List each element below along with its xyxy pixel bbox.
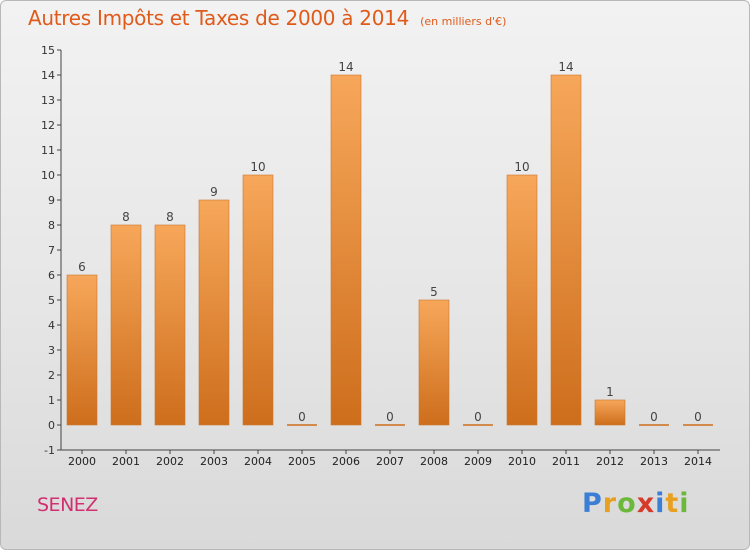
y-tick-label: 6 xyxy=(48,269,55,282)
y-tick-label: 12 xyxy=(41,119,55,132)
proxiti-logo: Proxiti xyxy=(582,488,690,519)
x-tick-label: 2001 xyxy=(112,455,140,468)
y-tick-label: 8 xyxy=(48,219,55,232)
data-label: 6 xyxy=(78,260,86,274)
data-label: 14 xyxy=(558,60,573,74)
x-tick-label: 2005 xyxy=(288,455,316,468)
bar-2002 xyxy=(154,224,186,426)
x-tick-label: 2008 xyxy=(420,455,448,468)
y-tick-label: 11 xyxy=(41,144,55,157)
logo-letter: i xyxy=(655,488,666,519)
bar-2011 xyxy=(550,74,582,426)
logo-letter: P xyxy=(582,488,603,519)
bar-2004 xyxy=(242,174,274,426)
data-label: 0 xyxy=(386,410,394,424)
y-tick-label: 15 xyxy=(41,44,55,57)
logo-letter: x xyxy=(636,488,656,519)
x-tick-label: 2014 xyxy=(684,455,712,468)
bar-2012 xyxy=(594,399,626,426)
y-tick-label: 1 xyxy=(48,394,55,407)
data-label: 0 xyxy=(298,410,306,424)
logo-letter: r xyxy=(602,488,618,519)
chart-title-group: Autres Impôts et Taxes de 2000 à 2014 (e… xyxy=(28,6,506,30)
x-tick-label: 2002 xyxy=(156,455,184,468)
y-tick-label: -1 xyxy=(44,444,55,457)
x-tick-label: 2011 xyxy=(552,455,580,468)
logo-letter: o xyxy=(617,488,637,519)
x-tick-label: 2004 xyxy=(244,455,272,468)
x-tick-label: 2012 xyxy=(596,455,624,468)
data-label: 0 xyxy=(650,410,658,424)
logo-letter: i xyxy=(679,488,690,519)
x-tick-label: 2007 xyxy=(376,455,404,468)
bar-2001 xyxy=(110,224,142,426)
commune-name: SENEZ xyxy=(37,494,98,516)
y-tick-label: 7 xyxy=(48,244,55,257)
y-tick-label: 13 xyxy=(41,94,55,107)
data-label: 0 xyxy=(694,410,702,424)
y-tick-label: 14 xyxy=(41,69,55,82)
data-label: 14 xyxy=(338,60,353,74)
x-tick-label: 2010 xyxy=(508,455,536,468)
bar-2006 xyxy=(330,74,362,426)
data-label: 0 xyxy=(474,410,482,424)
logo-letter: t xyxy=(665,488,680,519)
bar-2008 xyxy=(418,299,450,426)
bar-2010 xyxy=(506,174,538,426)
data-label: 8 xyxy=(122,210,130,224)
data-label: 8 xyxy=(166,210,174,224)
x-tick-label: 2009 xyxy=(464,455,492,468)
data-label: 10 xyxy=(514,160,529,174)
x-tick-label: 2003 xyxy=(200,455,228,468)
y-tick-label: 0 xyxy=(48,419,55,432)
bar-2003 xyxy=(198,199,230,426)
bars xyxy=(66,74,713,426)
data-label: 1 xyxy=(606,385,614,399)
x-tick-label: 2000 xyxy=(68,455,96,468)
bar-2000 xyxy=(66,274,98,426)
x-tick-label: 2013 xyxy=(640,455,668,468)
y-tick-label: 2 xyxy=(48,369,55,382)
data-label: 9 xyxy=(210,185,218,199)
chart-unit: (en milliers d'€) xyxy=(420,15,507,28)
x-tick-label: 2006 xyxy=(332,455,360,468)
y-tick-label: 5 xyxy=(48,294,55,307)
y-tick-label: 4 xyxy=(48,319,55,332)
y-tick-label: 3 xyxy=(48,344,55,357)
data-label: 5 xyxy=(430,285,438,299)
y-tick-label: 9 xyxy=(48,194,55,207)
y-tick-label: 10 xyxy=(41,169,55,182)
chart-title: Autres Impôts et Taxes de 2000 à 2014 xyxy=(28,6,409,30)
data-label: 10 xyxy=(250,160,265,174)
